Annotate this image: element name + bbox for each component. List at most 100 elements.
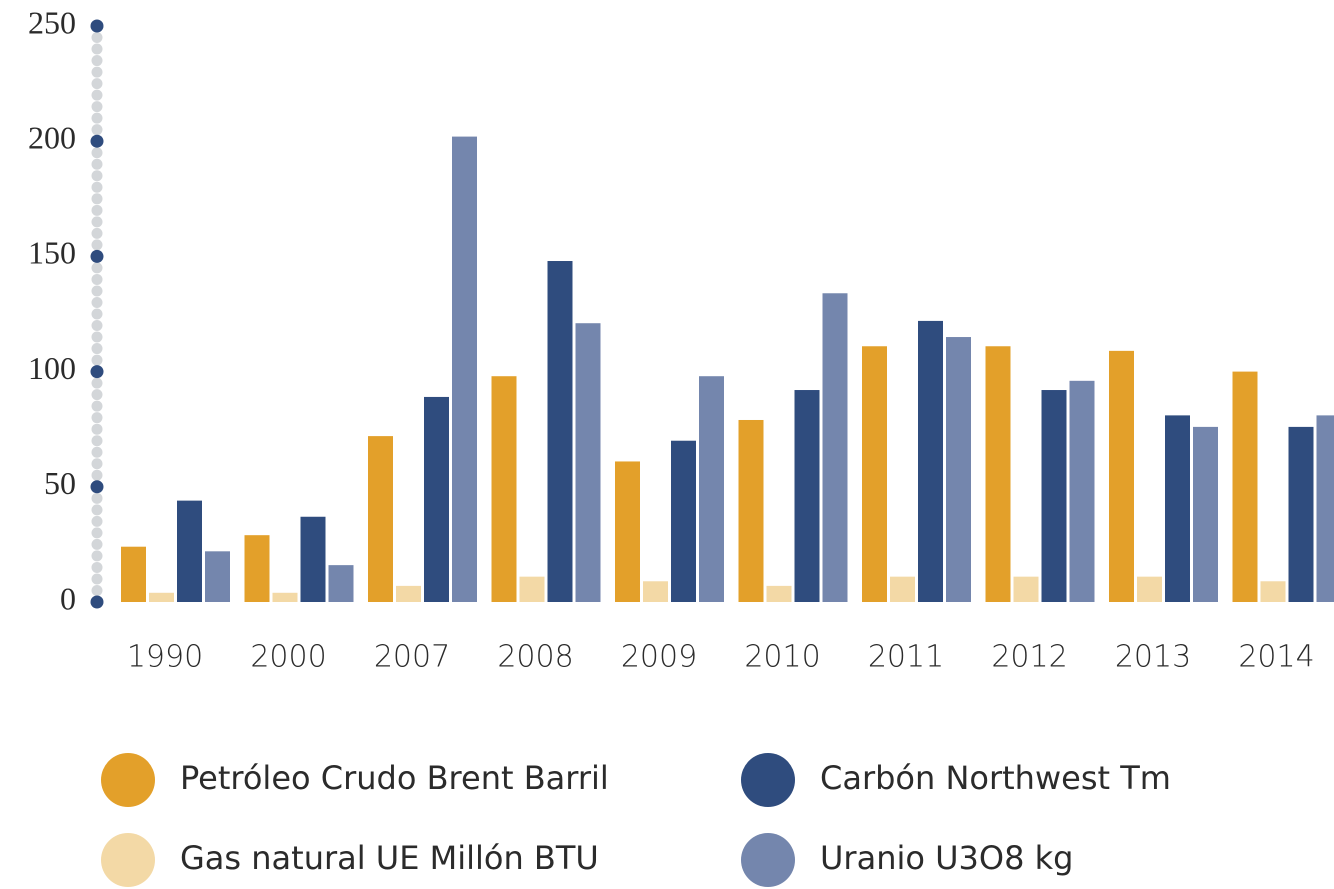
x-tick-label: 2013 xyxy=(1115,640,1191,675)
bar xyxy=(491,376,517,602)
bar xyxy=(699,376,724,602)
axis-dot xyxy=(91,66,103,78)
axis-dot xyxy=(91,469,103,481)
bar xyxy=(1041,390,1067,602)
axis-dot xyxy=(91,561,103,573)
bar xyxy=(1193,426,1218,602)
axis-dot xyxy=(91,147,103,159)
axis-dot xyxy=(91,400,103,412)
bar xyxy=(862,346,887,602)
axis-dot xyxy=(91,377,103,389)
bar xyxy=(890,576,915,602)
axis-dot xyxy=(91,181,103,193)
bar xyxy=(1137,576,1162,602)
y-tick-label: 0 xyxy=(60,580,76,616)
axis-dot xyxy=(91,343,103,355)
bar xyxy=(575,323,601,602)
x-tick-label: 2000 xyxy=(250,640,326,675)
axis-dot xyxy=(91,527,103,539)
bar xyxy=(643,581,668,602)
axis-dot xyxy=(91,55,103,67)
axis-dot xyxy=(91,331,103,343)
axis-dot xyxy=(91,504,103,516)
bar xyxy=(452,136,477,603)
axis-dot xyxy=(91,538,103,550)
bar xyxy=(1165,415,1190,602)
axis-dot xyxy=(91,158,103,170)
axis-dot xyxy=(91,239,103,251)
legend-label: Petróleo Crudo Brent Barril xyxy=(180,759,609,797)
bar xyxy=(1260,581,1286,602)
axis-dot xyxy=(91,354,103,366)
bar xyxy=(985,346,1011,602)
bar xyxy=(1013,576,1039,602)
legend-label: Uranio U3O8 kg xyxy=(820,839,1073,877)
x-tick-label: 2008 xyxy=(497,640,573,675)
legend-label: Carbón Northwest Tm xyxy=(820,759,1171,797)
bar xyxy=(766,585,792,602)
axis-dot xyxy=(91,78,103,90)
axis-dot xyxy=(91,89,103,101)
y-tick-label: 50 xyxy=(44,465,76,501)
axis-dot xyxy=(91,204,103,216)
bar xyxy=(822,293,848,602)
bar xyxy=(519,576,545,602)
bar xyxy=(794,390,820,602)
axis-dot xyxy=(91,216,103,228)
bar xyxy=(121,546,146,602)
bar xyxy=(244,535,270,602)
y-tick-label: 150 xyxy=(28,235,76,271)
axis-dot xyxy=(91,170,103,182)
bar xyxy=(547,261,573,602)
axis-dot xyxy=(91,412,103,424)
axis-dot xyxy=(91,32,103,44)
axis-dot xyxy=(91,550,103,562)
y-tick-label: 200 xyxy=(28,120,76,156)
bar xyxy=(368,436,393,602)
bar xyxy=(1316,415,1334,602)
axis-dot xyxy=(91,423,103,435)
axis-dot xyxy=(91,320,103,332)
axis-dot xyxy=(91,435,103,447)
axis-dot xyxy=(91,492,103,504)
bar xyxy=(671,440,696,602)
axis-dot xyxy=(91,112,103,124)
bar xyxy=(1232,371,1258,602)
legend-swatch xyxy=(741,753,795,807)
axis-dot xyxy=(91,227,103,239)
tick-dot xyxy=(90,365,104,379)
legend-swatch xyxy=(101,753,155,807)
x-tick-label: 2007 xyxy=(374,640,450,675)
axis-dot xyxy=(91,446,103,458)
bar xyxy=(615,461,640,602)
y-tick-label: 100 xyxy=(28,350,76,386)
x-tick-label: 2010 xyxy=(744,640,820,675)
x-tick-label: 2009 xyxy=(621,640,697,675)
y-tick-label: 250 xyxy=(28,4,76,40)
x-tick-label: 2012 xyxy=(991,640,1067,675)
legend-label: Gas natural UE Millón BTU xyxy=(180,839,599,877)
tick-dot xyxy=(90,595,104,609)
x-tick-label: 2011 xyxy=(868,640,944,675)
bar xyxy=(272,592,298,602)
bar xyxy=(1069,380,1095,602)
bar xyxy=(918,320,943,602)
tick-dot xyxy=(90,134,104,148)
axis-dot xyxy=(91,193,103,205)
legend-swatch xyxy=(741,833,795,887)
tick-dot xyxy=(90,19,104,33)
axis-dot xyxy=(91,296,103,308)
axis-dot xyxy=(91,389,103,401)
bar xyxy=(396,585,421,602)
axis-dot xyxy=(91,458,103,470)
x-tick-label: 1990 xyxy=(127,640,203,675)
legend-swatch xyxy=(101,833,155,887)
axis-dot xyxy=(91,285,103,297)
bar xyxy=(1109,350,1134,602)
tick-dot xyxy=(90,480,104,494)
bar xyxy=(177,500,202,602)
bar xyxy=(205,551,230,602)
bar xyxy=(738,419,764,602)
axis-dot xyxy=(91,273,103,285)
tick-dot xyxy=(90,249,104,263)
